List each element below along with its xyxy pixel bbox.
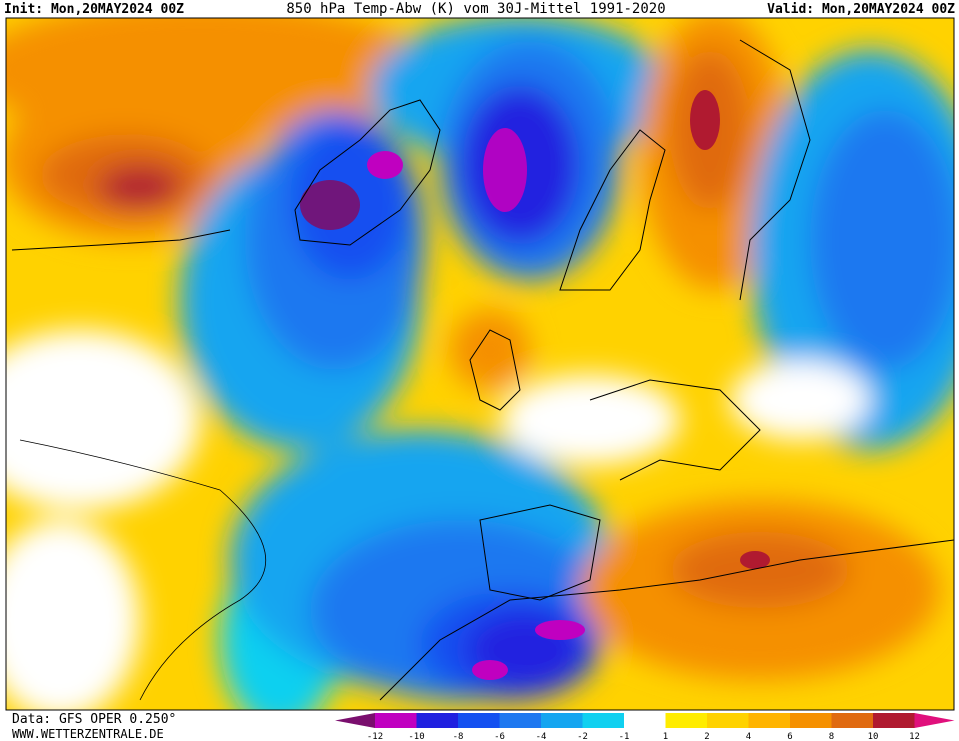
map-frame — [5, 17, 955, 711]
legend-swatch — [665, 713, 707, 728]
legend-swatch — [790, 713, 832, 728]
legend-tick-label: 12 — [909, 732, 920, 741]
legend-tick-label: -1 — [619, 732, 630, 741]
legend-swatch — [707, 713, 749, 728]
legend-tick-label: 10 — [868, 732, 879, 741]
legend-tick-label: -6 — [494, 732, 505, 741]
title: 850 hPa Temp-Abw (K) vom 30J-Mittel 1991… — [286, 1, 665, 17]
legend-arrow — [914, 713, 955, 728]
legend-swatch — [873, 713, 915, 728]
legend-tick-label: -4 — [536, 732, 547, 741]
legend-tick-label: -2 — [577, 732, 588, 741]
legend-arrow — [335, 713, 375, 728]
legend-swatch — [541, 713, 583, 728]
data-source: Data: GFS OPER 0.250° — [12, 712, 176, 727]
legend-tick-label: -12 — [367, 732, 383, 741]
legend-swatch — [458, 713, 500, 728]
legend-swatch — [624, 713, 666, 728]
legend-tick-label: 1 — [663, 732, 668, 741]
legend-tick-label: -10 — [408, 732, 424, 741]
legend-swatch — [375, 713, 417, 728]
legend-tick-label: 4 — [746, 732, 751, 741]
website: WWW.WETTERZENTRALE.DE — [12, 727, 164, 741]
coastlines — [11, 39, 954, 701]
init-label: Init: Mon,20MAY2024 00Z — [4, 2, 184, 17]
legend-tick-label: -8 — [453, 732, 464, 741]
legend-swatch — [416, 713, 458, 728]
legend-tick-label: 8 — [829, 732, 834, 741]
legend-swatch — [582, 713, 624, 728]
legend-tick-label: 2 — [704, 732, 709, 741]
legend-swatch — [748, 713, 790, 728]
color-legend: -12 -10 -8 -6 -4 -2 -1 1 2 4 6 8 10 12 — [335, 713, 955, 741]
legend-swatch — [499, 713, 541, 728]
legend-swatch — [831, 713, 873, 728]
legend-tick-label: 6 — [787, 732, 792, 741]
valid-label: Valid: Mon,20MAY2024 00Z — [767, 2, 955, 17]
